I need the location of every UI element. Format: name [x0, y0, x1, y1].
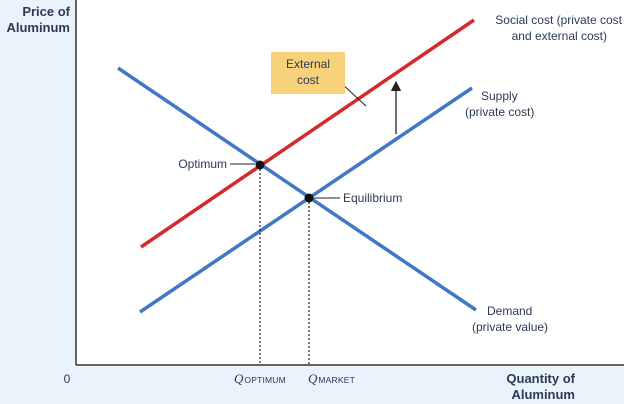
- equilibrium-point: [304, 193, 314, 203]
- q-optimum-q: Q: [234, 371, 244, 386]
- q-optimum-label: QOPTIMUM: [234, 371, 286, 386]
- social-cost-curve: [140, 18, 475, 249]
- q-market-label: QMARKET: [308, 371, 355, 386]
- demand-label-line2: (private value): [472, 320, 548, 334]
- supply-label-line2: (private cost): [465, 105, 534, 119]
- x-axis-title-line2: Aluminum: [511, 387, 575, 402]
- external-cost-label-line2: cost: [297, 73, 320, 87]
- external-cost-label-line1: External: [286, 57, 330, 71]
- external-cost-box: [271, 52, 345, 94]
- plot-area: [76, 0, 624, 365]
- q-market-sub: MARKET: [318, 375, 355, 385]
- equilibrium-label: Equilibrium: [343, 191, 402, 205]
- q-market-q: Q: [308, 371, 318, 386]
- supply-label-line1: Supply: [481, 89, 518, 103]
- demand-curve: [117, 66, 477, 312]
- y-axis-title-line2: Aluminum: [6, 20, 70, 35]
- q-optimum-sub: OPTIMUM: [244, 375, 286, 385]
- demand-label-line1: Demand: [487, 304, 532, 318]
- optimum-label: Optimum: [178, 157, 227, 171]
- y-axis-title-line1: Price of: [22, 4, 70, 19]
- optimum-point: [255, 160, 265, 170]
- social-cost-label-line1: Social cost (private cost: [495, 13, 622, 27]
- x-axis-title-line1: Quantity of: [506, 371, 575, 386]
- origin-label: 0: [64, 372, 71, 386]
- social-cost-label-line2: and external cost): [512, 29, 607, 43]
